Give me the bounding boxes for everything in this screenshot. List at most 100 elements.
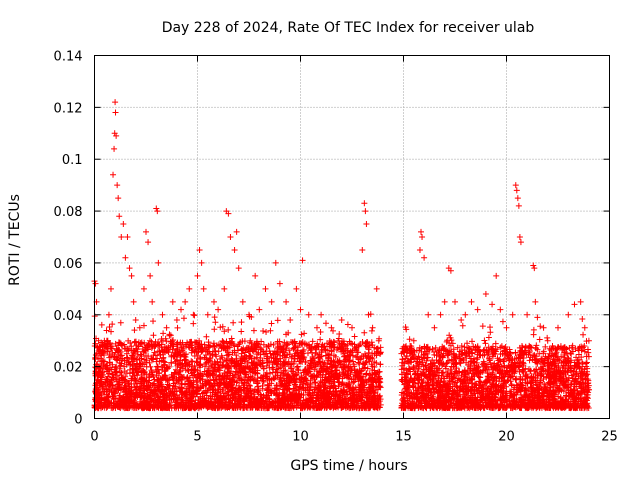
- dense-band-1-mark: [346, 367, 353, 374]
- dense-band-1-mark: [306, 384, 313, 391]
- dense-band-1-mark: [114, 347, 121, 354]
- dense-band-1-mark: [205, 371, 212, 378]
- dense-band-1-mark: [350, 379, 357, 386]
- dense-band-1-mark: [223, 338, 230, 345]
- dense-band-1-mark: [162, 359, 169, 366]
- dense-band-1-mark: [146, 377, 153, 384]
- dense-band-1-mark: [245, 382, 252, 389]
- dense-band-1-mark: [167, 332, 174, 339]
- dense-band-1-mark: [362, 342, 369, 349]
- dense-band-1-mark: [311, 386, 318, 393]
- dense-band-1-mark: [278, 345, 285, 352]
- dense-band-1-mark: [332, 370, 339, 377]
- dense-band-1-mark: [317, 371, 324, 378]
- dense-band-1-mark: [298, 331, 305, 338]
- dense-band-1-mark: [161, 343, 168, 350]
- dense-band-1-mark: [297, 405, 304, 412]
- dense-band-1-mark: [158, 336, 165, 343]
- dense-band-1-mark: [353, 344, 360, 351]
- dense-band-1-mark: [114, 381, 121, 388]
- dense-band-1-mark: [300, 346, 307, 353]
- dense-band-1-mark: [300, 369, 307, 376]
- dense-band-1-mark: [347, 340, 354, 347]
- dense-band-1-mark: [160, 355, 167, 362]
- dense-band-1-mark: [348, 385, 355, 392]
- dense-band-1-mark: [194, 367, 201, 374]
- dense-band-1-mark: [355, 372, 362, 379]
- dense-band-1-mark: [270, 375, 277, 382]
- dense-band-1-mark: [225, 344, 232, 351]
- dense-band-1-mark: [206, 356, 213, 363]
- dense-band-1-mark: [187, 380, 194, 387]
- dense-band-1-mark: [253, 338, 260, 345]
- dense-band-1-mark: [354, 349, 361, 356]
- dense-band-1-mark: [172, 360, 179, 367]
- dense-band-1-mark: [209, 361, 216, 368]
- dense-band-1-mark: [270, 341, 277, 348]
- dense-band-1-mark: [278, 378, 285, 385]
- dense-band-1-mark: [279, 348, 286, 355]
- dense-band-1-mark: [267, 388, 274, 395]
- dense-band-1-mark: [298, 374, 305, 381]
- dense-band-1-mark: [97, 355, 104, 362]
- dense-band-1-mark: [330, 327, 337, 334]
- dense-band-1-mark: [331, 343, 338, 350]
- dense-band-1-mark: [274, 361, 281, 368]
- dense-band-1-mark: [219, 362, 226, 369]
- dense-band-1-mark: [285, 397, 292, 404]
- dense-band-1-mark: [362, 359, 369, 366]
- dense-band-1-mark: [190, 404, 197, 411]
- dense-band-1-mark: [338, 388, 345, 395]
- dense-band-1-mark: [104, 394, 111, 401]
- dense-band-1-mark: [345, 382, 352, 389]
- dense-band-1-mark: [326, 341, 333, 348]
- dense-band-1-mark: [311, 355, 318, 362]
- dense-band-1-mark: [112, 389, 119, 396]
- dense-band-1-mark: [148, 355, 155, 362]
- dense-band-1-mark: [238, 376, 245, 383]
- dense-band-1-mark: [309, 338, 316, 345]
- dense-band-1-mark: [288, 355, 295, 362]
- dense-band-1-mark: [223, 378, 230, 385]
- dense-band-1-mark: [185, 368, 192, 375]
- dense-band-1-mark: [201, 368, 208, 375]
- dense-band-1-mark: [202, 351, 209, 358]
- dense-band-1-mark: [137, 378, 144, 385]
- dense-band-1-mark: [255, 349, 262, 356]
- dense-band-1-mark: [198, 372, 205, 379]
- dense-band-1-mark: [377, 361, 384, 368]
- dense-band-1-mark: [133, 383, 140, 390]
- dense-band-1-mark: [295, 353, 302, 360]
- dense-band-1-mark: [212, 319, 219, 326]
- dense-band-1-mark: [122, 377, 129, 384]
- dense-band-1-mark: [114, 372, 121, 379]
- dense-band-1-mark: [237, 386, 244, 393]
- dense-band-1-mark: [307, 372, 314, 379]
- dense-band-1-mark: [264, 353, 271, 360]
- dense-band-1-mark: [260, 328, 267, 335]
- dense-band-1-mark: [316, 358, 323, 365]
- dense-band-1-mark: [314, 368, 321, 375]
- dense-band-1-mark: [210, 403, 217, 410]
- dense-band-1-mark: [252, 344, 259, 351]
- dense-band-1-mark: [212, 364, 219, 371]
- dense-band-1-mark: [158, 341, 165, 348]
- dense-band-1-mark: [288, 398, 295, 405]
- dense-band-1-mark: [102, 378, 109, 385]
- dense-band-1-mark: [151, 349, 158, 356]
- dense-band-1-mark: [109, 350, 116, 357]
- dense-band-1-mark: [275, 365, 282, 372]
- dense-band-1-mark: [170, 343, 177, 350]
- dense-band-1-mark: [293, 376, 300, 383]
- dense-band-1-mark: [128, 347, 135, 354]
- dense-band-1-mark: [141, 398, 148, 405]
- dense-band-1-mark: [314, 340, 321, 347]
- chart-title: Day 228 of 2024, Rate Of TEC Index for r…: [162, 20, 535, 36]
- dense-band-1-mark: [202, 388, 209, 395]
- dense-band-1-mark: [191, 362, 198, 369]
- dense-band-1-mark: [244, 385, 251, 392]
- dense-band-1-mark: [361, 364, 368, 371]
- dense-band-1-mark: [332, 353, 339, 360]
- dense-band-1-mark: [154, 355, 161, 362]
- dense-band-1-mark: [178, 389, 185, 396]
